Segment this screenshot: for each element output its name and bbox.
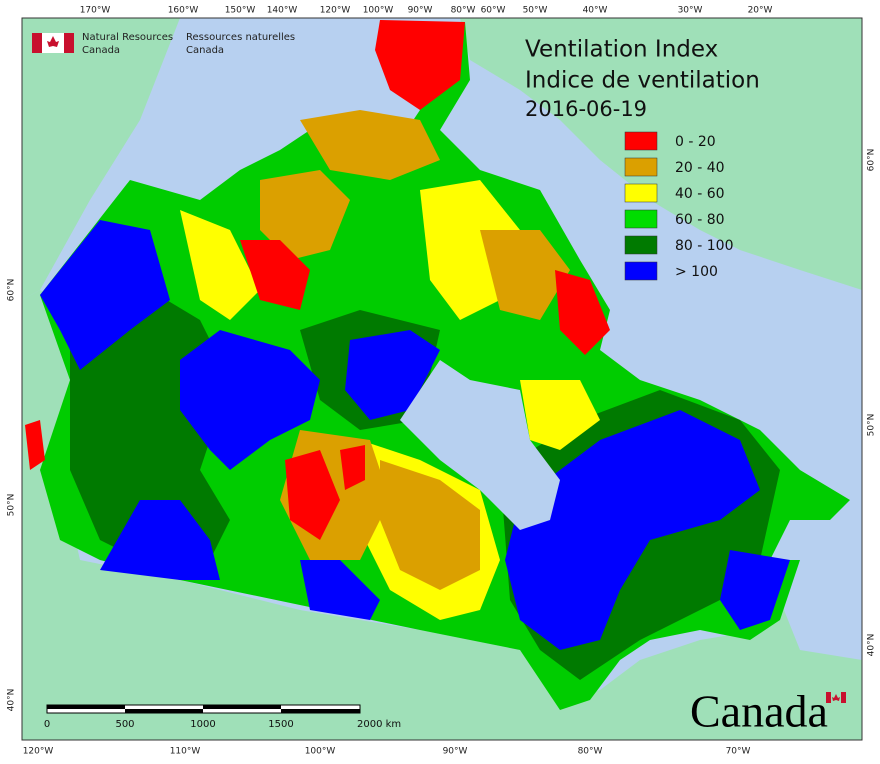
flag-bar [841, 692, 846, 703]
maple-leaf [832, 694, 840, 701]
longitude-label: 40°W [583, 6, 608, 16]
longitude-label: 60°W [481, 6, 506, 16]
longitude-label: 70°W [726, 747, 751, 757]
longitude-label: 80°W [578, 747, 603, 757]
longitude-label: 150°W [225, 6, 256, 16]
legend-swatch [624, 261, 658, 281]
latitude-label: 50°N [867, 414, 877, 437]
zone-0-20 [340, 445, 365, 490]
longitude-label: 120°W [23, 747, 54, 757]
zone-0-20 [240, 240, 310, 310]
scale-label: 1500 [268, 719, 293, 730]
scale-label: 2000 km [357, 719, 401, 730]
legend-label: 80 - 100 [675, 238, 734, 254]
flag-bar [32, 33, 42, 53]
latitude-label: 40°N [7, 689, 17, 712]
latitude-label: 60°N [7, 279, 17, 302]
zone-100 [180, 330, 320, 470]
latitude-label: 60°N [867, 149, 877, 172]
longitude-label: 100°W [363, 6, 394, 16]
longitude-label: 140°W [267, 6, 298, 16]
scale-label: 1000 [190, 719, 215, 730]
united-states [22, 290, 862, 740]
zone-0-20 [555, 270, 610, 355]
legend: 0 - 20 20 - 40 40 - 60 60 - 80 80 - 100 > 100 [624, 131, 734, 281]
scale-segment [47, 705, 125, 709]
legend-swatch [624, 209, 658, 229]
zone-100 [40, 220, 170, 370]
zone-100 [720, 550, 790, 630]
flag-bar [64, 33, 74, 53]
org-name: Canada [82, 45, 120, 56]
zone-0-20 [375, 20, 465, 110]
scale-label: 500 [115, 719, 134, 730]
maple-leaf [47, 36, 59, 47]
nrcan-logo [32, 33, 74, 53]
wordmark-flag [826, 692, 846, 703]
longitude-label: 160°W [168, 6, 199, 16]
legend-swatch [624, 157, 658, 177]
longitude-label: 20°W [748, 6, 773, 16]
map-border [21, 17, 863, 741]
longitude-label: 90°W [443, 747, 468, 757]
zone-100 [505, 410, 760, 650]
scale-segment [281, 709, 360, 713]
hudson-bay [400, 360, 560, 530]
longitude-label: 100°W [305, 747, 336, 757]
title: Indice de ventilation [525, 68, 760, 94]
org-name: Natural Resources [82, 32, 173, 43]
zone-40-60 [180, 210, 260, 320]
longitude-label: 110°W [170, 747, 201, 757]
org-name: Ressources naturelles [186, 32, 295, 43]
longitude-label: 80°W [451, 6, 476, 16]
map-frame [22, 18, 862, 740]
latitude-label: 40°N [867, 634, 877, 657]
legend-label: > 100 [675, 264, 718, 280]
zone-100 [100, 500, 220, 580]
legend-label: 0 - 20 [675, 134, 716, 150]
legend-swatch [624, 131, 658, 151]
zone-0-20 [285, 450, 340, 540]
legend-label: 60 - 80 [675, 212, 725, 228]
zone-20-40 [260, 170, 350, 260]
scale-bar: 0 500 1000 1500 2000 km [44, 704, 401, 730]
longitude-label: 50°W [523, 6, 548, 16]
russia [22, 18, 180, 300]
longitude-label: 90°W [408, 6, 433, 16]
scale-segment [125, 709, 203, 713]
longitude-label: 170°W [80, 6, 111, 16]
graticule-labels: 170°W 160°W 150°W 140°W 120°W 100°W 90°W 80°W 60… [7, 6, 877, 757]
zone-20-40 [480, 230, 570, 320]
flag-bar [826, 692, 831, 703]
zone-40-60 [520, 380, 600, 450]
zone-20-40 [300, 110, 440, 180]
legend-label: 20 - 40 [675, 160, 725, 176]
date: 2016-06-19 [525, 97, 647, 121]
scale-segment [203, 705, 281, 709]
scale-label: 0 [44, 719, 50, 730]
legend-swatch [624, 235, 658, 255]
title: Ventilation Index [525, 37, 718, 63]
zone-100 [300, 560, 380, 620]
zone-20-40 [380, 460, 480, 590]
zone-0-20 [25, 420, 45, 470]
legend-label: 40 - 60 [675, 186, 725, 202]
longitude-label: 30°W [678, 6, 703, 16]
org-name: Canada [186, 45, 224, 56]
longitude-label: 120°W [320, 6, 351, 16]
latitude-label: 50°N [7, 494, 17, 517]
legend-swatch [624, 183, 658, 203]
canada-wordmark: Canada [690, 686, 828, 737]
greenland [460, 18, 862, 290]
